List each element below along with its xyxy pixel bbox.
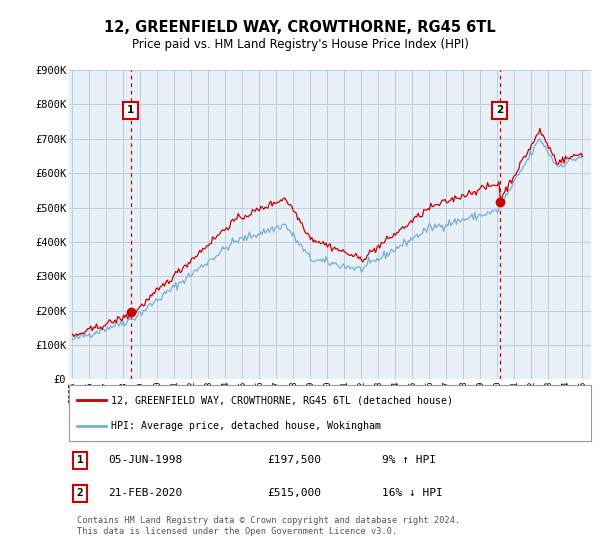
Text: 1: 1 bbox=[127, 105, 134, 115]
Text: 05-JUN-1998: 05-JUN-1998 bbox=[108, 455, 182, 465]
Text: 2: 2 bbox=[77, 488, 83, 498]
Text: Price paid vs. HM Land Registry's House Price Index (HPI): Price paid vs. HM Land Registry's House … bbox=[131, 38, 469, 51]
Text: 2: 2 bbox=[496, 105, 503, 115]
Text: 12, GREENFIELD WAY, CROWTHORNE, RG45 6TL (detached house): 12, GREENFIELD WAY, CROWTHORNE, RG45 6TL… bbox=[111, 395, 453, 405]
Text: 16% ↓ HPI: 16% ↓ HPI bbox=[382, 488, 443, 498]
Text: 1: 1 bbox=[77, 455, 83, 465]
Text: £515,000: £515,000 bbox=[268, 488, 322, 498]
Text: Contains HM Land Registry data © Crown copyright and database right 2024.
This d: Contains HM Land Registry data © Crown c… bbox=[77, 516, 460, 536]
Text: £197,500: £197,500 bbox=[268, 455, 322, 465]
Text: 21-FEB-2020: 21-FEB-2020 bbox=[108, 488, 182, 498]
Text: 12, GREENFIELD WAY, CROWTHORNE, RG45 6TL: 12, GREENFIELD WAY, CROWTHORNE, RG45 6TL bbox=[104, 20, 496, 35]
Text: HPI: Average price, detached house, Wokingham: HPI: Average price, detached house, Woki… bbox=[111, 421, 381, 431]
Text: 9% ↑ HPI: 9% ↑ HPI bbox=[382, 455, 436, 465]
